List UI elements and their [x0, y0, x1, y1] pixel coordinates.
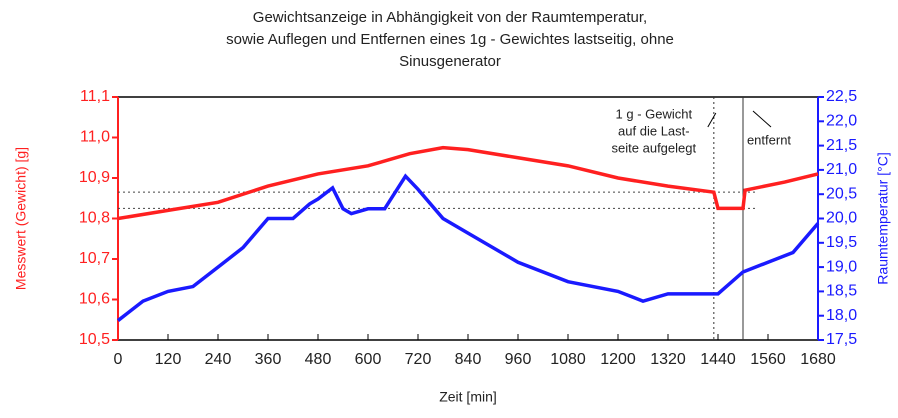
x-tick-label: 120: [155, 351, 182, 368]
y2-tick-label: 21,0: [826, 161, 857, 178]
chart-title: Sinusgenerator: [399, 53, 501, 70]
x-tick-label: 1560: [750, 351, 786, 368]
annotation-arrow: [707, 112, 717, 128]
y-axis-label: Messwert (Gewicht) [g]: [13, 147, 29, 290]
x-tick-label: 600: [355, 351, 382, 368]
x-tick-label: 1080: [550, 351, 586, 368]
annotation: seite aufgelegt: [612, 140, 697, 155]
y-tick-label: 10,9: [79, 169, 110, 186]
x-tick-label: 960: [505, 351, 532, 368]
x-tick-label: 1680: [800, 351, 836, 368]
x-tick-label: 480: [305, 351, 332, 368]
y2-tick-label: 22,0: [826, 113, 857, 130]
y2-tick-label: 20,5: [826, 185, 857, 202]
x-tick-label: 0: [114, 351, 123, 368]
x-tick-label: 840: [455, 351, 482, 368]
plot-frame: [117, 96, 819, 341]
x-tick-label: 1440: [700, 351, 736, 368]
y2-axis-label: Raumtemperatur [°C]: [875, 152, 891, 284]
y-tick-label: 11,0: [80, 129, 110, 146]
series-line: [117, 145, 819, 221]
y2-tick-label: 19,0: [826, 258, 857, 275]
chart-title: sowie Auflegen und Entfernen eines 1g - …: [226, 31, 674, 48]
annotation: 1 g - Gewicht: [616, 106, 693, 121]
y2-tick-label: 17,5: [826, 331, 857, 348]
series-line: [116, 173, 820, 322]
y2-tick-label: 22,5: [826, 88, 857, 105]
y2-tick-label: 19,5: [826, 234, 857, 251]
y2-tick-label: 20,0: [826, 210, 857, 227]
x-axis-label: Zeit [min]: [439, 389, 497, 405]
annotation: entfernt: [747, 132, 791, 147]
y-tick-label: 10,7: [79, 250, 110, 267]
annotation-arrow: [752, 110, 772, 128]
x-tick-label: 1320: [650, 351, 686, 368]
y-tick-label: 10,6: [79, 291, 110, 308]
y-tick-label: 10,8: [79, 210, 110, 227]
y2-tick-label: 21,5: [826, 137, 857, 154]
chart-title: Gewichtsanzeige in Abhängigkeit von der …: [253, 9, 647, 26]
y-tick-label: 11,1: [80, 88, 110, 105]
x-tick-label: 360: [255, 351, 282, 368]
y2-tick-label: 18,5: [826, 283, 857, 300]
x-tick-label: 240: [205, 351, 232, 368]
x-tick-label: 1200: [600, 351, 636, 368]
y2-tick-label: 18,0: [826, 307, 857, 324]
annotation: auf die Last-: [618, 123, 690, 138]
y-tick-label: 10,5: [79, 331, 110, 348]
x-tick-label: 720: [405, 351, 432, 368]
